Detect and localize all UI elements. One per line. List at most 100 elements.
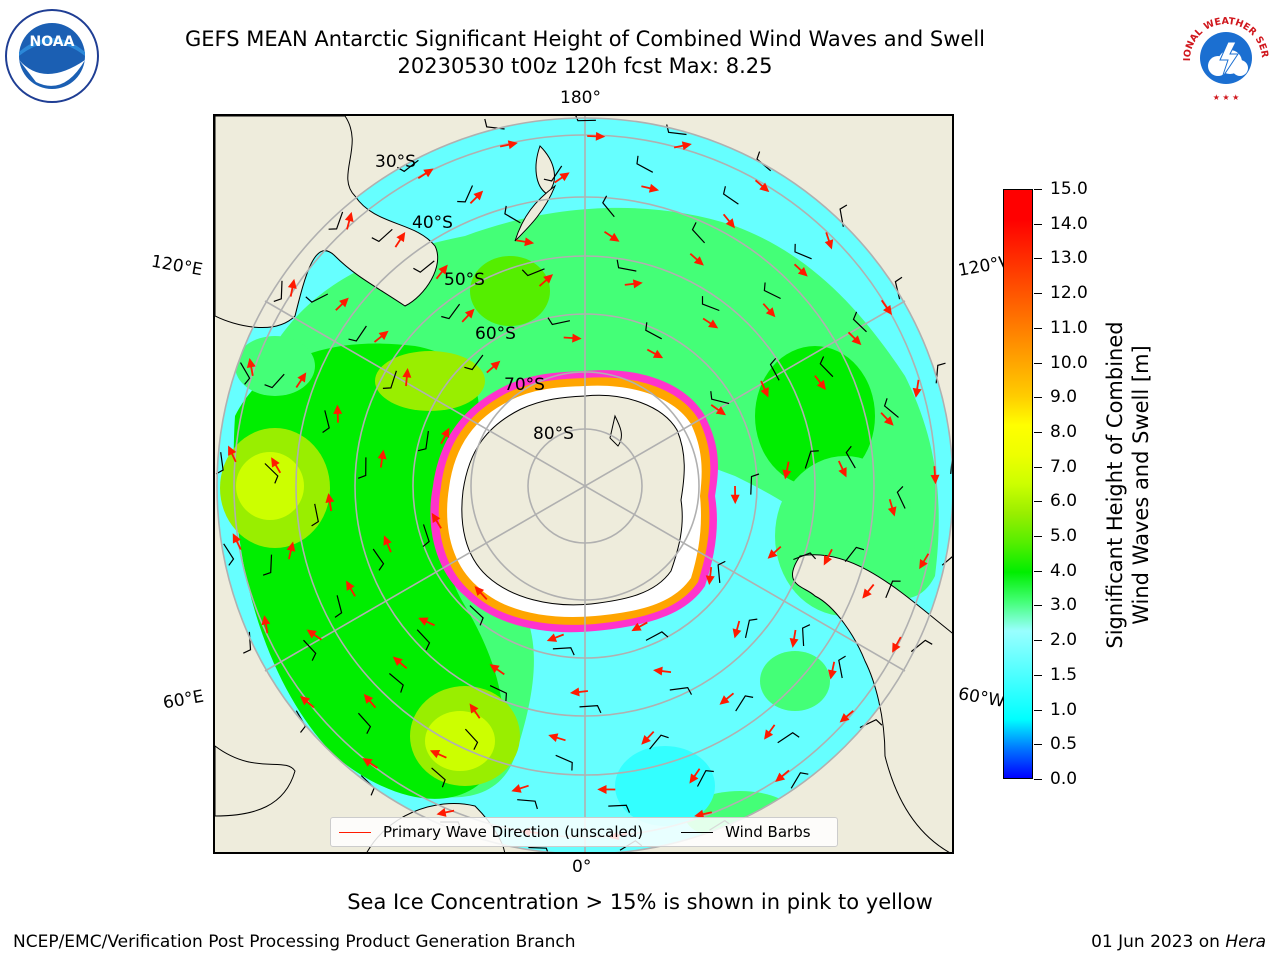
colorbar-tick-mark — [1034, 570, 1042, 572]
colorbar-tick-label: 11.0 — [1050, 317, 1088, 338]
wave-arrow-head — [597, 784, 607, 794]
wave-arrow-head — [363, 693, 374, 704]
colorbar-tick-mark — [1034, 293, 1042, 295]
lat-label-70s: 70°S — [504, 375, 545, 395]
wave-arrow-head — [429, 750, 441, 759]
wave-arrow-head — [524, 237, 535, 247]
wave-arrow-head — [851, 335, 862, 346]
footer-branch: NCEP/EMC/Verification Post Processing Pr… — [13, 932, 576, 952]
wind-barb — [839, 204, 848, 227]
wave-arrow-head — [764, 729, 774, 740]
noaa-logo-text: NOAA — [30, 34, 75, 50]
wave-arrow-head — [862, 588, 872, 599]
legend-wave-direction: Primary Wave Direction (unscaled) — [331, 823, 643, 841]
wave-arrow-head — [883, 304, 892, 316]
colorbar-tick-mark — [1034, 744, 1042, 746]
colorbar-tick-label: 7.0 — [1050, 456, 1078, 477]
wind-barb — [431, 767, 446, 788]
wind-barb — [334, 595, 343, 618]
wave-arrow-head — [919, 558, 928, 570]
wind-barb — [838, 655, 846, 679]
wind-barb — [852, 311, 867, 333]
wave-arrow-head — [418, 617, 429, 626]
wave-arrow-head — [730, 494, 740, 505]
wind-barb — [750, 473, 760, 495]
colorbar-tick-label: 13.0 — [1050, 248, 1088, 269]
colorbar-tick-label: 1.0 — [1050, 699, 1078, 720]
colorbar — [1003, 189, 1033, 779]
wind-barb — [579, 704, 602, 714]
wave-arrow-head — [631, 622, 642, 632]
wind-barb — [215, 452, 224, 475]
meridian-60e-120w — [264, 300, 906, 672]
lat-label-80s: 80°S — [533, 424, 574, 444]
wave-arrow-head — [441, 427, 450, 438]
wind-barb — [701, 296, 720, 312]
wind-barb — [273, 280, 283, 302]
colorbar-tick-mark — [1034, 501, 1042, 503]
wind-barb — [555, 754, 573, 771]
wind-barb — [645, 631, 669, 641]
wave-arrow-head — [609, 232, 620, 242]
nws-logo: NATIONAL WEATHER SERVICE ★ ★ ★ — [1178, 8, 1272, 102]
wave-arrow-head — [759, 182, 770, 193]
wave-arrow-head — [543, 274, 554, 284]
colorbar-tick-mark — [1034, 189, 1042, 190]
polar-map[interactable] — [213, 114, 954, 854]
wave-arrow-head — [827, 669, 837, 680]
colorbar-tick-mark — [1034, 327, 1042, 329]
wind-barb — [382, 370, 397, 389]
wind-barb — [328, 211, 344, 230]
wind-barb — [303, 639, 317, 661]
wind-barb — [696, 769, 714, 787]
wind-barb — [645, 322, 662, 340]
wave-arrow-head — [839, 713, 850, 723]
wave-arrow-head — [287, 278, 297, 289]
legend-wave-direction-label: Primary Wave Direction (unscaled) — [383, 823, 644, 841]
wind-barb — [441, 303, 461, 320]
wind-barb — [744, 618, 758, 639]
wind-barb — [311, 503, 319, 527]
wind-barb — [669, 686, 693, 695]
wind-barb — [710, 391, 730, 405]
wave-arrow-head — [392, 656, 403, 666]
wave-arrow-head — [653, 666, 663, 676]
wave-arrow-head — [732, 628, 742, 639]
wave-arrow-head — [271, 457, 280, 468]
svg-text:★ ★ ★: ★ ★ ★ — [1213, 93, 1240, 102]
map-boundary-circle — [216, 117, 952, 852]
wind-barb — [883, 398, 899, 418]
wave-arrow-head — [595, 131, 606, 141]
colorbar-tick-label: 6.0 — [1050, 491, 1078, 512]
wave-arrow-head — [760, 387, 769, 398]
wave-arrow-head — [246, 357, 256, 368]
lon-label-60e: 60°E — [161, 686, 206, 714]
wind-barb — [763, 282, 781, 300]
wind-barb — [264, 463, 279, 484]
wind-barb — [691, 222, 706, 244]
colorbar-tick-mark — [1034, 258, 1042, 260]
wind-barb — [804, 450, 819, 469]
wind-barb — [756, 151, 772, 172]
wind-barb — [464, 728, 479, 750]
wind-barb — [469, 605, 484, 626]
wind-barb — [422, 524, 430, 548]
wind-barb — [416, 629, 431, 651]
wind-barb — [322, 410, 330, 433]
wave-arrow-head — [507, 140, 518, 150]
colorbar-tick-mark — [1034, 640, 1042, 642]
wind-barb — [504, 205, 521, 224]
wind-barb — [575, 116, 596, 122]
colorbar-tick-label: 8.0 — [1050, 421, 1078, 442]
wave-arrow-head — [300, 695, 311, 706]
wave-arrow-head — [719, 695, 730, 705]
wave-arrow-head — [930, 474, 940, 485]
wave-arrow-head — [362, 758, 373, 767]
wind-barb — [844, 546, 865, 562]
wind-barb — [896, 485, 906, 509]
colorbar-tick-label: 1.5 — [1050, 664, 1078, 685]
wind-barb — [528, 846, 549, 852]
wave-arrow-head — [333, 404, 343, 415]
wind-barb — [777, 731, 800, 744]
wave-arrow-head — [325, 493, 335, 504]
